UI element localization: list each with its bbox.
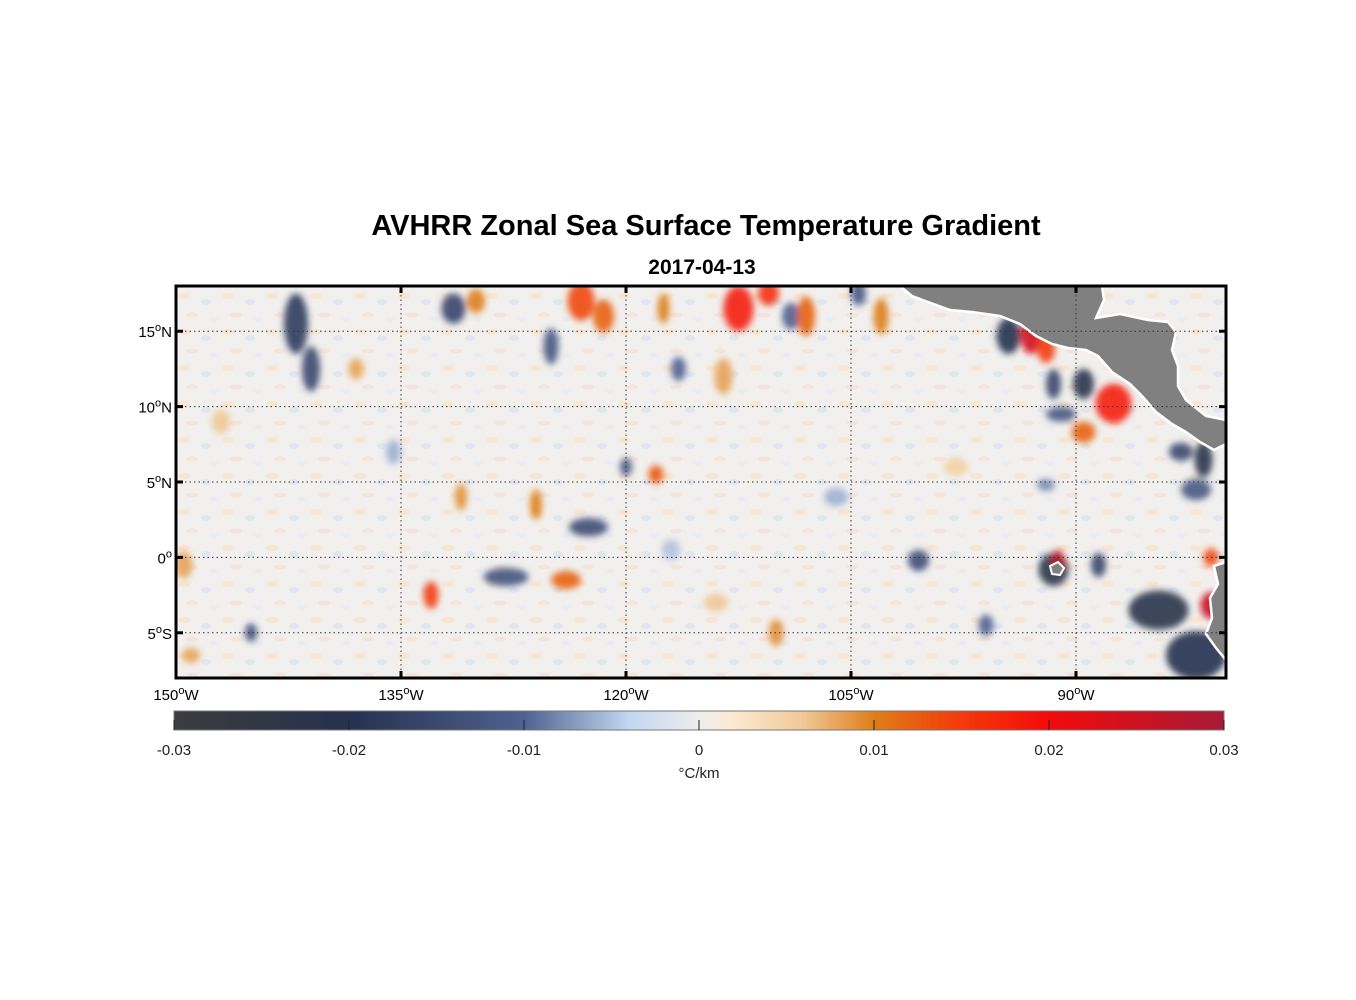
- land-central-america: [898, 286, 1226, 452]
- sst-gradient-field: [176, 286, 1226, 678]
- sst-anomaly-patch: [569, 518, 608, 537]
- colorbar-tick-label: -0.02: [332, 742, 366, 759]
- sst-anomaly-patch: [996, 317, 1021, 354]
- sst-anomaly-patch: [1046, 406, 1076, 422]
- sst-anomaly-patch: [348, 358, 364, 380]
- sst-anomaly-patch: [758, 286, 779, 306]
- sst-anomaly-patch: [423, 581, 439, 609]
- sst-anomaly-patch: [671, 356, 686, 381]
- sst-anomaly-patch: [530, 489, 542, 520]
- sst-anomaly-patch: [782, 302, 800, 330]
- longitude-tick-label: 105oW: [828, 685, 874, 704]
- sst-anomaly-patch: [1073, 368, 1094, 400]
- sst-anomaly-patch: [1037, 478, 1055, 492]
- sst-anomaly-patch: [1194, 441, 1213, 478]
- sst-anomaly-patch: [455, 483, 467, 511]
- sst-anomaly-patch: [714, 358, 733, 395]
- sst-anomaly-patch: [908, 549, 929, 571]
- sst-anomaly-patch: [873, 298, 889, 335]
- land-galapagos: [1048, 560, 1066, 577]
- sst-anomaly-patch: [1169, 442, 1193, 461]
- sst-anomaly-patch: [797, 296, 815, 336]
- map-area: [176, 286, 1226, 678]
- colorbar-tick-label: 0.02: [1034, 742, 1063, 759]
- sst-anomaly-patch: [567, 286, 595, 321]
- longitude-tick-label: 90oW: [1058, 685, 1096, 704]
- sst-anomaly-patch: [284, 293, 308, 354]
- colorbar-units-label: °C/km: [679, 765, 720, 782]
- colorbar-ticks: -0.03 -0.02 -0.01 0 0.01 0.02 0.03: [157, 720, 1239, 759]
- colorbar-tick-label: -0.01: [507, 742, 541, 759]
- sst-anomaly-patch: [245, 623, 257, 642]
- sst-anomaly-patch: [1128, 590, 1189, 630]
- sst-anomaly-patch: [467, 289, 485, 314]
- sst-anomaly-patch: [483, 567, 529, 587]
- sst-anomaly-patch: [662, 539, 680, 561]
- sst-anomaly-patch: [723, 286, 754, 332]
- colorbar-tick-label: 0.03: [1209, 742, 1238, 759]
- map-ticks: 15oN 10oN 5oN 0o 5oS 150oW 135oW 120oW 105oW 90oW: [138, 286, 1226, 704]
- colorbar-tick-label: -0.03: [157, 742, 191, 759]
- latitude-tick-label: 15oN: [138, 322, 172, 341]
- map-subtitle: 2017-04-13: [648, 256, 755, 279]
- latitude-tick-label: 0o: [158, 548, 172, 567]
- colorbar-tick-label: 0.01: [859, 742, 888, 759]
- sst-anomaly-patch: [212, 409, 230, 434]
- land-south-america: [1204, 560, 1226, 662]
- sst-anomaly-patch: [386, 439, 401, 464]
- sst-anomaly-patch: [944, 457, 968, 476]
- colorbar-tick-label: 0: [695, 742, 703, 759]
- longitude-tick-label: 150oW: [153, 685, 199, 704]
- colorbar: -0.03 -0.02 -0.01 0 0.01 0.02 0.03 °C/km: [157, 710, 1239, 782]
- sst-anomaly-patch: [704, 593, 728, 612]
- sst-anomaly-patch: [1095, 384, 1132, 424]
- sst-anomaly-patch: [1091, 552, 1106, 577]
- map-title: AVHRR Zonal Sea Surface Temperature Grad…: [371, 210, 1041, 242]
- sst-anomaly-patch: [978, 614, 994, 636]
- sst-anomaly-patch: [182, 647, 200, 663]
- sst-anomaly-patch: [1181, 478, 1211, 501]
- sst-anomaly-patch: [543, 328, 559, 365]
- latitude-tick-label: 5oS: [148, 624, 172, 643]
- sst-anomaly-patch: [593, 299, 614, 333]
- sst-anomaly-patch: [1046, 368, 1061, 400]
- longitude-tick-label: 120oW: [603, 685, 649, 704]
- longitude-tick-label: 135oW: [378, 685, 424, 704]
- latitude-tick-label: 10oN: [138, 398, 172, 417]
- sst-anomaly-patch: [657, 293, 670, 324]
- sst-anomaly-patch: [648, 465, 664, 484]
- sst-anomaly-patch: [824, 488, 848, 507]
- latitude-tick-label: 5oN: [147, 473, 172, 492]
- sst-anomaly-patch: [851, 286, 866, 306]
- sst-anomaly-patch: [302, 346, 320, 392]
- sst-anomaly-patch: [1071, 421, 1096, 443]
- sst-anomaly-patch: [441, 293, 466, 324]
- sst-anomaly-patch: [551, 570, 581, 590]
